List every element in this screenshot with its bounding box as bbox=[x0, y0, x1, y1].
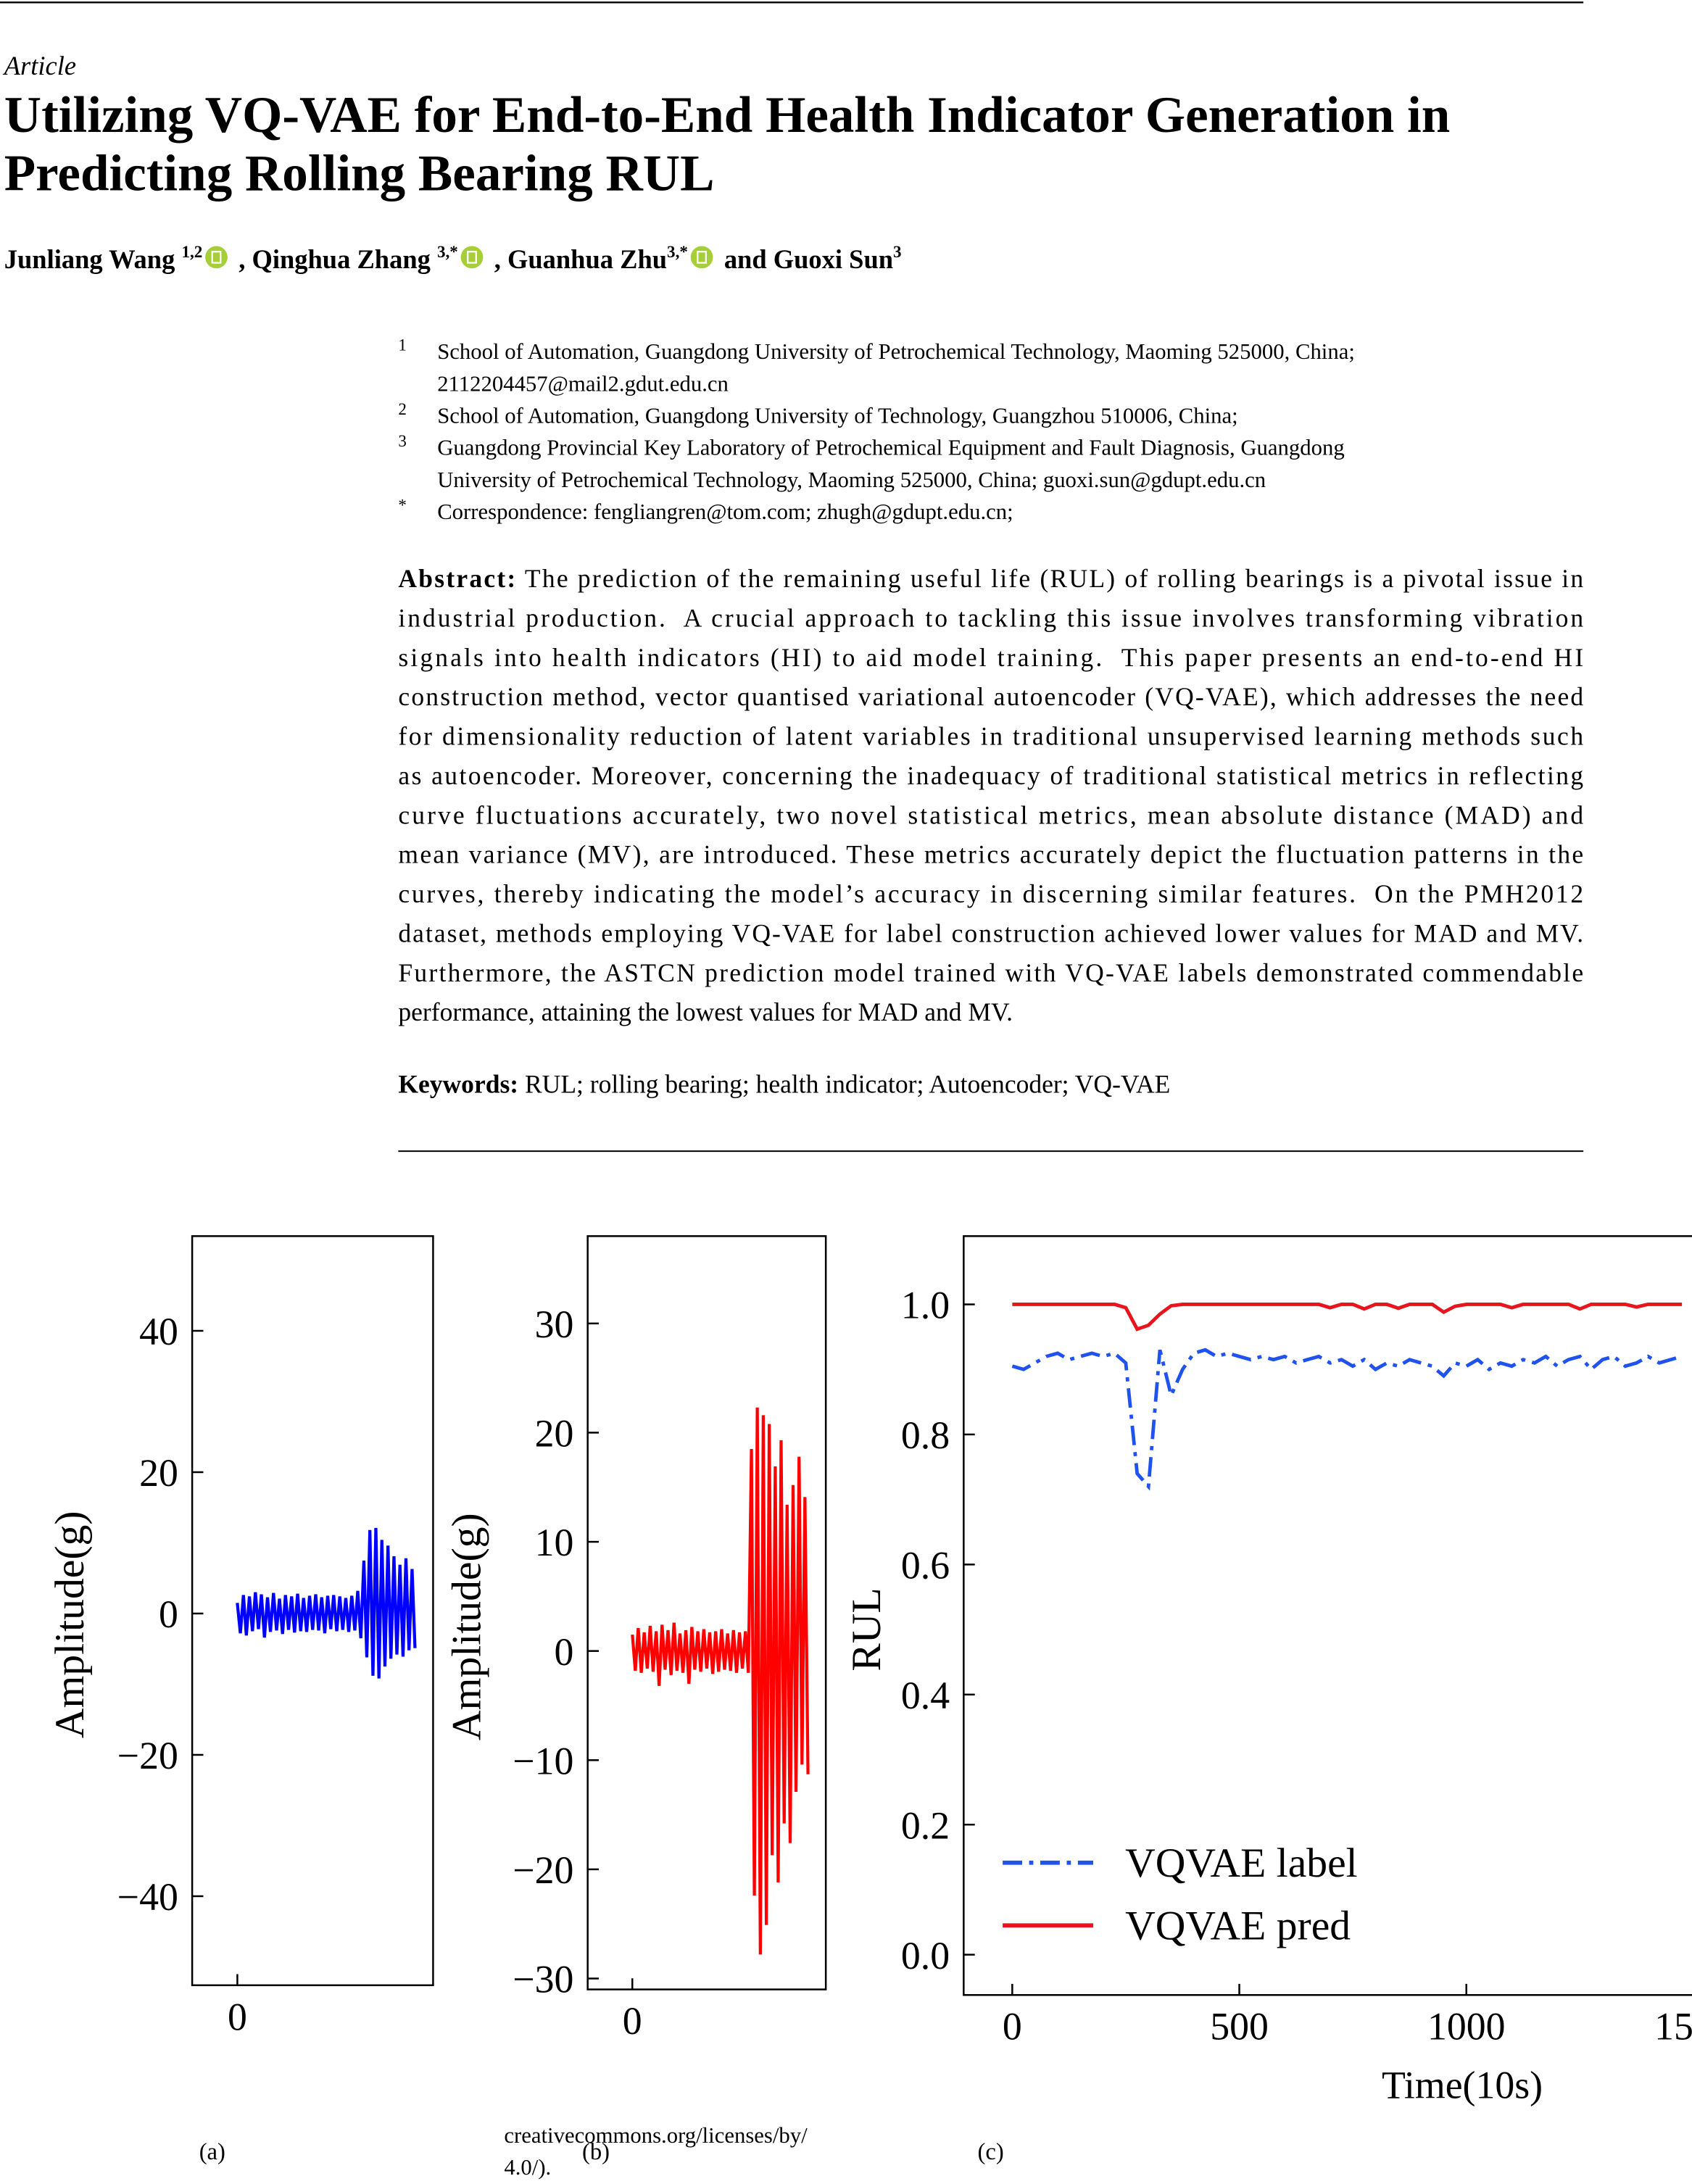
abstract-text: performance, attaining the lowest values… bbox=[398, 997, 1013, 1026]
abstract-text: curve fluctuations accurately, two novel… bbox=[398, 800, 1583, 829]
affiliation-line: School of Automation, Guangdong Universi… bbox=[437, 339, 1355, 364]
abstract-line: signals into health indicators (HI) to a… bbox=[398, 643, 1583, 672]
abstract-line: dataset, methods employing VQ-VAE for la… bbox=[398, 918, 1583, 947]
plot-frame bbox=[963, 1235, 1692, 1996]
y-tick-label: 0.4 bbox=[901, 1674, 950, 1717]
abstract-text: construction method, vector quantised va… bbox=[398, 682, 1583, 711]
x-tick-label: 0 bbox=[228, 1995, 247, 2038]
y-tick-label: 20 bbox=[535, 1412, 574, 1456]
y-tick-label: 1.0 bbox=[901, 1284, 950, 1327]
abstract-label: Abstract: bbox=[398, 564, 515, 593]
x-tick-label: 500 bbox=[1210, 2005, 1269, 2048]
signal-line bbox=[236, 1527, 417, 1679]
orcid-icon-mark bbox=[467, 251, 477, 264]
author-sup: 3 bbox=[893, 242, 902, 261]
author-name: Junliang Wang bbox=[4, 244, 182, 274]
y-tick-label: 30 bbox=[535, 1303, 574, 1346]
y-tick-label: 0 bbox=[555, 1630, 574, 1674]
author-name: , Guanhua Zhu bbox=[494, 244, 667, 274]
abstract-text: dataset, methods employing VQ-VAE for la… bbox=[398, 918, 1583, 947]
y-tick-label: 0.6 bbox=[901, 1544, 950, 1587]
orcid-icon-mark bbox=[697, 251, 707, 264]
license-notice: creativecommons.org/licenses/by/ bbox=[504, 2123, 808, 2148]
y-tick-label: 0.8 bbox=[901, 1413, 950, 1457]
author-name: , Qinghua Zhang bbox=[239, 244, 437, 274]
legend-label: VQVAE pred bbox=[1125, 1903, 1351, 1948]
affiliation-mark: 3 bbox=[398, 431, 407, 450]
figure-caption: (c) bbox=[978, 2139, 1004, 2165]
title-line: Predicting Rolling Bearing RUL bbox=[4, 146, 715, 202]
y-tick-label: −30 bbox=[513, 1958, 573, 2001]
y-tick-label: 40 bbox=[139, 1310, 178, 1353]
y-tick-label: 0 bbox=[159, 1593, 178, 1636]
affiliation-line: Correspondence: fengliangren@tom.com; zh… bbox=[437, 499, 1013, 524]
author-sup: 3,* bbox=[437, 242, 458, 261]
plot-frame bbox=[586, 1235, 827, 1990]
affiliation-mark: * bbox=[398, 495, 407, 514]
figure-caption: (b) bbox=[582, 2139, 610, 2165]
abstract-line: for dimensionality reduction of latent v… bbox=[398, 722, 1583, 751]
abstract-text: mean variance (MV), are introduced. Thes… bbox=[398, 840, 1583, 869]
plot-frame bbox=[191, 1235, 434, 1987]
affiliation-line: Guangdong Provincial Key Laboratory of P… bbox=[437, 436, 1345, 460]
y-tick-label: 20 bbox=[139, 1451, 178, 1495]
keywords-text: RUL; rolling bearing; health indicator; … bbox=[518, 1069, 1170, 1098]
abstract-text: signals into health indicators (HI) to a… bbox=[398, 643, 1583, 672]
legend-label: VQVAE label bbox=[1125, 1840, 1358, 1886]
abstract-line: construction method, vector quantised va… bbox=[398, 682, 1583, 711]
abstract-text: Furthermore, the ASTCN prediction model … bbox=[398, 958, 1583, 987]
orcid-icon-mark bbox=[211, 251, 222, 264]
author-sup: 3,* bbox=[667, 242, 688, 261]
y-tick-label: 0.0 bbox=[901, 1934, 950, 1977]
abstract-text: for dimensionality reduction of latent v… bbox=[398, 722, 1583, 751]
signal-line bbox=[631, 1407, 810, 1955]
affiliation-line: 2112204457@mail2.gdut.edu.cn bbox=[437, 371, 729, 396]
license-notice: 4.0/). bbox=[504, 2155, 551, 2180]
abstract-line: curves, thereby indicating the model’s a… bbox=[398, 879, 1583, 908]
abstract-line: Abstract: The prediction of the remainin… bbox=[398, 564, 1583, 593]
x-axis-label: Time(10s) bbox=[1382, 2063, 1543, 2106]
figure-caption: (a) bbox=[199, 2139, 225, 2165]
abstract-text: industrial production. A crucial approac… bbox=[398, 604, 1583, 633]
abstract-text: as autoencoder. Moreover, concerning the… bbox=[398, 761, 1583, 790]
data-line bbox=[1011, 1348, 1683, 1491]
abstract-line: mean variance (MV), are introduced. Thes… bbox=[398, 840, 1583, 869]
abstract-line: as autoencoder. Moreover, concerning the… bbox=[398, 761, 1583, 790]
abstract-text: curves, thereby indicating the model’s a… bbox=[398, 879, 1583, 908]
keywords-label: Keywords: bbox=[398, 1069, 518, 1098]
article-type: Article bbox=[3, 51, 76, 80]
author-name: and Guoxi Sun bbox=[724, 244, 893, 274]
y-tick-label: −20 bbox=[117, 1734, 178, 1777]
x-tick-label: 1500 bbox=[1654, 2005, 1692, 2048]
orcid-icon bbox=[460, 246, 484, 269]
y-axis-label: Amplitude(g) bbox=[444, 1513, 490, 1740]
x-tick-label: 0 bbox=[1003, 2005, 1022, 2048]
y-tick-label: 10 bbox=[535, 1521, 574, 1564]
x-tick-label: 0 bbox=[623, 1999, 642, 2043]
affiliation-mark: 2 bbox=[398, 399, 407, 418]
abstract-line: curve fluctuations accurately, two novel… bbox=[398, 800, 1583, 829]
y-tick-label: −40 bbox=[117, 1875, 178, 1919]
title-line: Utilizing VQ-VAE for End-to-End Health I… bbox=[4, 87, 1451, 144]
abstract-line: industrial production. A crucial approac… bbox=[398, 604, 1583, 633]
affiliation-line: University of Petrochemical Technology, … bbox=[437, 468, 1266, 492]
orcid-icon bbox=[205, 246, 228, 269]
author-sup: 1,2 bbox=[181, 242, 202, 261]
affiliation-line: School of Automation, Guangdong Universi… bbox=[437, 403, 1237, 428]
y-tick-label: −10 bbox=[513, 1739, 573, 1782]
x-tick-label: 1000 bbox=[1427, 2005, 1506, 2048]
y-axis-label: Amplitude(g) bbox=[47, 1511, 93, 1738]
data-line bbox=[1012, 1303, 1683, 1332]
affiliation-mark: 1 bbox=[398, 336, 407, 354]
keywords: Keywords: RUL; rolling bearing; health i… bbox=[398, 1069, 1170, 1098]
abstract-line: performance, attaining the lowest values… bbox=[398, 997, 1013, 1026]
y-tick-label: −20 bbox=[513, 1848, 573, 1892]
abstract-line: Furthermore, the ASTCN prediction model … bbox=[398, 958, 1583, 987]
y-tick-label: 0.2 bbox=[901, 1803, 950, 1847]
orcid-icon bbox=[690, 246, 713, 269]
y-axis-label: RUL bbox=[844, 1587, 889, 1671]
abstract-text: The prediction of the remaining useful l… bbox=[517, 564, 1583, 593]
